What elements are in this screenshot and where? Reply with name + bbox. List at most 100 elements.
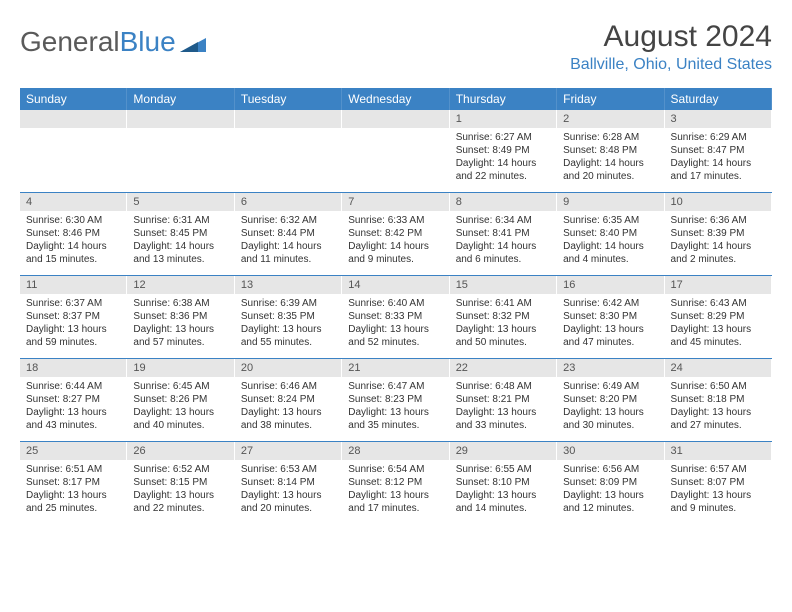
page-header: GeneralBlue August 2024 Ballville, Ohio,… — [20, 20, 772, 82]
sunset-text: Sunset: 8:36 PM — [133, 310, 227, 323]
calendar-cell: 12Sunrise: 6:38 AMSunset: 8:36 PMDayligh… — [127, 276, 234, 358]
calendar-cell: 3Sunrise: 6:29 AMSunset: 8:47 PMDaylight… — [665, 110, 772, 192]
title-block: August 2024 Ballville, Ohio, United Stat… — [570, 20, 772, 74]
date-number: 2 — [557, 110, 663, 128]
calendar-cell: 22Sunrise: 6:48 AMSunset: 8:21 PMDayligh… — [450, 359, 557, 441]
daylight-text: Daylight: 13 hours and 43 minutes. — [26, 406, 120, 432]
date-number: 28 — [342, 442, 448, 460]
daylight-text: Daylight: 13 hours and 9 minutes. — [671, 489, 765, 515]
cell-body: Sunrise: 6:36 AMSunset: 8:39 PMDaylight:… — [665, 211, 771, 269]
location-text: Ballville, Ohio, United States — [570, 56, 772, 74]
month-title: August 2024 — [570, 20, 772, 54]
day-header: Friday — [557, 88, 664, 110]
cell-body — [127, 128, 233, 134]
calendar-cell: 16Sunrise: 6:42 AMSunset: 8:30 PMDayligh… — [557, 276, 664, 358]
sunset-text: Sunset: 8:33 PM — [348, 310, 442, 323]
sunrise-text: Sunrise: 6:39 AM — [241, 297, 335, 310]
calendar-cell: 1Sunrise: 6:27 AMSunset: 8:49 PMDaylight… — [450, 110, 557, 192]
sunrise-text: Sunrise: 6:35 AM — [563, 214, 657, 227]
daylight-text: Daylight: 13 hours and 47 minutes. — [563, 323, 657, 349]
sunrise-text: Sunrise: 6:51 AM — [26, 463, 120, 476]
calendar-week: 18Sunrise: 6:44 AMSunset: 8:27 PMDayligh… — [20, 359, 772, 442]
date-number: 16 — [557, 276, 663, 294]
date-number: 18 — [20, 359, 126, 377]
date-number: 21 — [342, 359, 448, 377]
cell-body: Sunrise: 6:51 AMSunset: 8:17 PMDaylight:… — [20, 460, 126, 518]
cell-body: Sunrise: 6:30 AMSunset: 8:46 PMDaylight:… — [20, 211, 126, 269]
sunset-text: Sunset: 8:35 PM — [241, 310, 335, 323]
sunset-text: Sunset: 8:20 PM — [563, 393, 657, 406]
cell-body: Sunrise: 6:29 AMSunset: 8:47 PMDaylight:… — [665, 128, 771, 186]
calendar-cell: 15Sunrise: 6:41 AMSunset: 8:32 PMDayligh… — [450, 276, 557, 358]
sunrise-text: Sunrise: 6:37 AM — [26, 297, 120, 310]
calendar-cell: 27Sunrise: 6:53 AMSunset: 8:14 PMDayligh… — [235, 442, 342, 524]
sunrise-text: Sunrise: 6:27 AM — [456, 131, 550, 144]
sunset-text: Sunset: 8:40 PM — [563, 227, 657, 240]
sunrise-text: Sunrise: 6:56 AM — [563, 463, 657, 476]
daylight-text: Daylight: 14 hours and 9 minutes. — [348, 240, 442, 266]
calendar-cell: 21Sunrise: 6:47 AMSunset: 8:23 PMDayligh… — [342, 359, 449, 441]
sunset-text: Sunset: 8:07 PM — [671, 476, 765, 489]
sunrise-text: Sunrise: 6:55 AM — [456, 463, 550, 476]
daylight-text: Daylight: 13 hours and 27 minutes. — [671, 406, 765, 432]
cell-body: Sunrise: 6:37 AMSunset: 8:37 PMDaylight:… — [20, 294, 126, 352]
day-header: Saturday — [665, 88, 772, 110]
sunrise-text: Sunrise: 6:36 AM — [671, 214, 765, 227]
sunrise-text: Sunrise: 6:46 AM — [241, 380, 335, 393]
sunset-text: Sunset: 8:09 PM — [563, 476, 657, 489]
date-number: 17 — [665, 276, 771, 294]
cell-body: Sunrise: 6:52 AMSunset: 8:15 PMDaylight:… — [127, 460, 233, 518]
date-number — [127, 110, 233, 128]
cell-body: Sunrise: 6:46 AMSunset: 8:24 PMDaylight:… — [235, 377, 341, 435]
daylight-text: Daylight: 14 hours and 20 minutes. — [563, 157, 657, 183]
calendar-cell: 29Sunrise: 6:55 AMSunset: 8:10 PMDayligh… — [450, 442, 557, 524]
cell-body: Sunrise: 6:33 AMSunset: 8:42 PMDaylight:… — [342, 211, 448, 269]
cell-body: Sunrise: 6:47 AMSunset: 8:23 PMDaylight:… — [342, 377, 448, 435]
calendar-cell: 6Sunrise: 6:32 AMSunset: 8:44 PMDaylight… — [235, 193, 342, 275]
day-header: Sunday — [20, 88, 127, 110]
calendar-cell: 31Sunrise: 6:57 AMSunset: 8:07 PMDayligh… — [665, 442, 772, 524]
calendar-cell — [127, 110, 234, 192]
daylight-text: Daylight: 13 hours and 30 minutes. — [563, 406, 657, 432]
sunrise-text: Sunrise: 6:28 AM — [563, 131, 657, 144]
cell-body: Sunrise: 6:38 AMSunset: 8:36 PMDaylight:… — [127, 294, 233, 352]
cell-body: Sunrise: 6:57 AMSunset: 8:07 PMDaylight:… — [665, 460, 771, 518]
cell-body: Sunrise: 6:41 AMSunset: 8:32 PMDaylight:… — [450, 294, 556, 352]
sunset-text: Sunset: 8:42 PM — [348, 227, 442, 240]
cell-body: Sunrise: 6:44 AMSunset: 8:27 PMDaylight:… — [20, 377, 126, 435]
day-header: Thursday — [450, 88, 557, 110]
sunset-text: Sunset: 8:30 PM — [563, 310, 657, 323]
sunrise-text: Sunrise: 6:52 AM — [133, 463, 227, 476]
day-header: Wednesday — [342, 88, 449, 110]
calendar-cell: 7Sunrise: 6:33 AMSunset: 8:42 PMDaylight… — [342, 193, 449, 275]
sunrise-text: Sunrise: 6:31 AM — [133, 214, 227, 227]
daylight-text: Daylight: 14 hours and 13 minutes. — [133, 240, 227, 266]
date-number: 25 — [20, 442, 126, 460]
logo-text-1: General — [20, 26, 120, 58]
logo-icon — [180, 32, 206, 52]
date-number: 5 — [127, 193, 233, 211]
cell-body: Sunrise: 6:27 AMSunset: 8:49 PMDaylight:… — [450, 128, 556, 186]
daylight-text: Daylight: 13 hours and 35 minutes. — [348, 406, 442, 432]
sunset-text: Sunset: 8:10 PM — [456, 476, 550, 489]
date-number: 10 — [665, 193, 771, 211]
date-number: 13 — [235, 276, 341, 294]
date-number: 4 — [20, 193, 126, 211]
sunset-text: Sunset: 8:23 PM — [348, 393, 442, 406]
sunset-text: Sunset: 8:14 PM — [241, 476, 335, 489]
daylight-text: Daylight: 13 hours and 55 minutes. — [241, 323, 335, 349]
calendar-cell: 30Sunrise: 6:56 AMSunset: 8:09 PMDayligh… — [557, 442, 664, 524]
calendar-day-header: SundayMondayTuesdayWednesdayThursdayFrid… — [20, 88, 772, 110]
calendar-cell: 23Sunrise: 6:49 AMSunset: 8:20 PMDayligh… — [557, 359, 664, 441]
calendar-cell: 20Sunrise: 6:46 AMSunset: 8:24 PMDayligh… — [235, 359, 342, 441]
sunset-text: Sunset: 8:41 PM — [456, 227, 550, 240]
cell-body: Sunrise: 6:56 AMSunset: 8:09 PMDaylight:… — [557, 460, 663, 518]
sunrise-text: Sunrise: 6:43 AM — [671, 297, 765, 310]
logo: GeneralBlue — [20, 26, 206, 58]
logo-text-2: Blue — [120, 26, 176, 58]
calendar-body: 1Sunrise: 6:27 AMSunset: 8:49 PMDaylight… — [20, 110, 772, 524]
daylight-text: Daylight: 13 hours and 59 minutes. — [26, 323, 120, 349]
date-number: 15 — [450, 276, 556, 294]
date-number — [235, 110, 341, 128]
daylight-text: Daylight: 14 hours and 11 minutes. — [241, 240, 335, 266]
